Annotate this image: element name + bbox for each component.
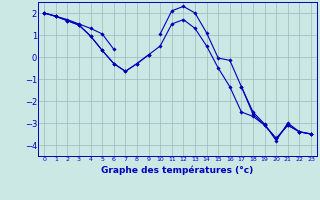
X-axis label: Graphe des températures (°c): Graphe des températures (°c) — [101, 165, 254, 175]
